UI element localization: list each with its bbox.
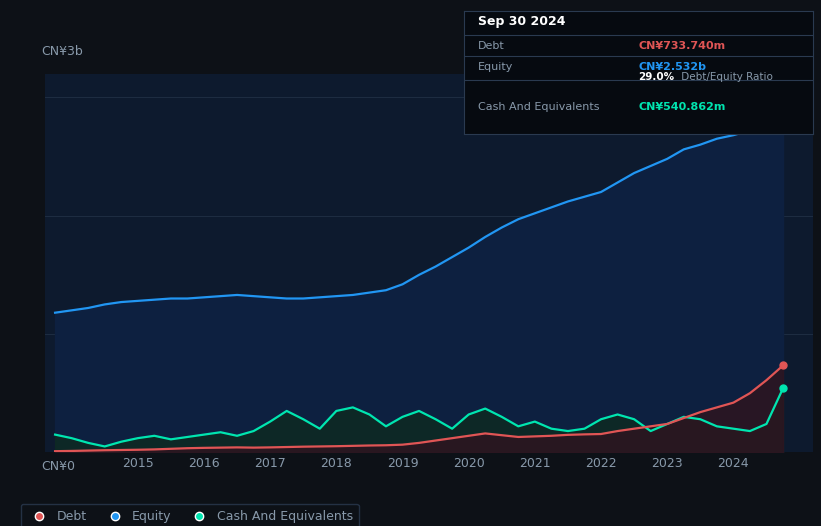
- Legend: Debt, Equity, Cash And Equivalents: Debt, Equity, Cash And Equivalents: [21, 504, 359, 526]
- Text: Cash And Equivalents: Cash And Equivalents: [478, 102, 599, 112]
- Text: CN¥540.862m: CN¥540.862m: [639, 102, 726, 112]
- Text: CN¥0: CN¥0: [41, 460, 76, 473]
- Text: Equity: Equity: [478, 62, 513, 72]
- Text: Debt: Debt: [478, 41, 505, 50]
- Text: CN¥3b: CN¥3b: [41, 45, 83, 58]
- Text: CN¥733.740m: CN¥733.740m: [639, 41, 726, 50]
- Text: Debt/Equity Ratio: Debt/Equity Ratio: [678, 72, 773, 82]
- Text: CN¥2.532b: CN¥2.532b: [639, 62, 706, 72]
- Text: 29.0%: 29.0%: [639, 72, 675, 82]
- Text: Sep 30 2024: Sep 30 2024: [478, 15, 566, 27]
